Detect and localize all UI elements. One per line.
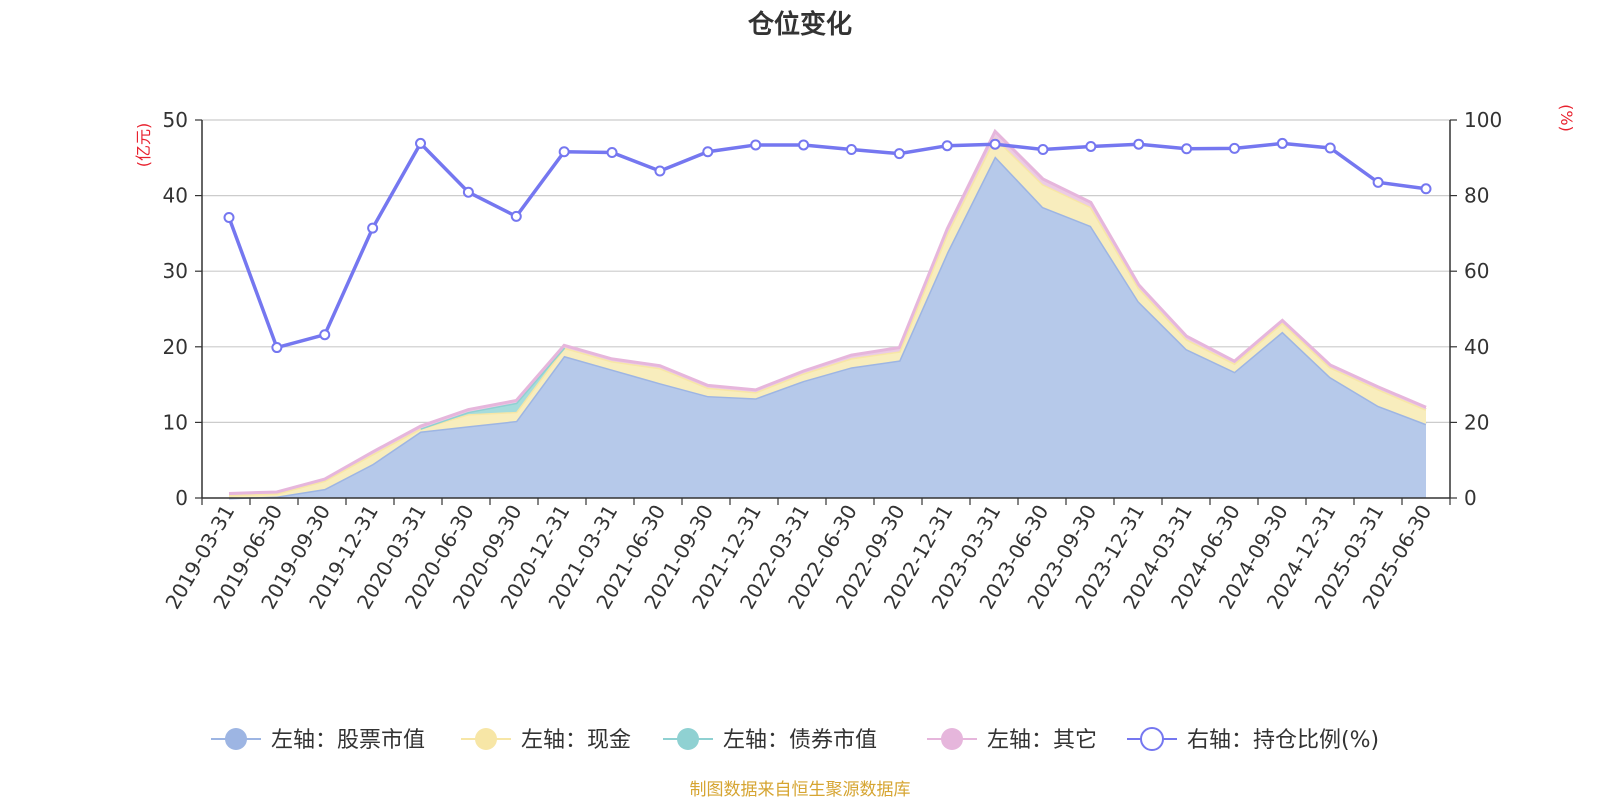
legend-marker bbox=[475, 728, 497, 750]
ratio-point bbox=[893, 148, 905, 160]
area-line-3 bbox=[228, 128, 1427, 495]
ratio-point bbox=[223, 212, 235, 224]
ratio-point bbox=[1228, 142, 1240, 154]
legend-item[interactable]: 左轴：股票市值 bbox=[211, 728, 425, 753]
ratio-point bbox=[1085, 140, 1097, 152]
ratio-point bbox=[1324, 142, 1336, 154]
stacked-areas bbox=[228, 128, 1427, 500]
ratio-point bbox=[415, 137, 427, 149]
legend-label: 左轴：债券市值 bbox=[723, 728, 877, 753]
legend-label: 左轴：股票市值 bbox=[271, 728, 425, 753]
ratio-point bbox=[367, 222, 379, 234]
left-tick-label: 40 bbox=[163, 184, 188, 208]
right-tick-label: 0 bbox=[1464, 486, 1477, 510]
ratio-point bbox=[941, 140, 953, 152]
legend-marker bbox=[941, 728, 963, 750]
legend-item[interactable]: 左轴：现金 bbox=[461, 728, 631, 753]
source-note: 制图数据来自恒生聚源数据库 bbox=[690, 780, 911, 800]
legend-label: 右轴：持仓比例(%) bbox=[1187, 728, 1379, 753]
ratio-point bbox=[319, 329, 331, 341]
ratio-point bbox=[845, 143, 857, 155]
left-axis-unit: (亿元) bbox=[134, 123, 153, 168]
legend-marker bbox=[225, 728, 247, 750]
left-tick-label: 0 bbox=[175, 486, 188, 510]
legend[interactable]: 左轴：股票市值 左轴：现金 左轴：债券市值 左轴：其它 右轴：持仓比例(%) bbox=[211, 727, 1379, 753]
right-tick-label: 20 bbox=[1464, 410, 1489, 434]
ratio-line bbox=[223, 137, 1432, 354]
ratio-point bbox=[1276, 137, 1288, 149]
legend-item[interactable]: 左轴：债券市值 bbox=[663, 728, 877, 753]
left-tick-label: 50 bbox=[163, 108, 188, 132]
ratio-point bbox=[510, 210, 522, 222]
ratio-point bbox=[1133, 138, 1145, 150]
legend-item[interactable]: 左轴：其它 bbox=[927, 728, 1097, 753]
ratio-point bbox=[1420, 183, 1432, 195]
legend-item[interactable]: 右轴：持仓比例(%) bbox=[1127, 727, 1379, 753]
left-tick-label: 10 bbox=[163, 410, 188, 434]
left-tick-label: 20 bbox=[163, 335, 188, 359]
right-axis-unit: (%) bbox=[1557, 104, 1576, 132]
legend-label: 左轴：其它 bbox=[987, 728, 1097, 753]
ratio-point bbox=[654, 165, 666, 177]
left-tick-label: 30 bbox=[163, 259, 188, 283]
ratio-point bbox=[271, 342, 283, 354]
legend-label: 左轴：现金 bbox=[521, 728, 631, 753]
ratio-point bbox=[1037, 143, 1049, 155]
ratio-point bbox=[702, 146, 714, 158]
ratio-point bbox=[989, 138, 1001, 150]
ratio-point bbox=[1372, 176, 1384, 188]
ratio-line-path bbox=[227, 140, 1427, 350]
legend-marker bbox=[677, 728, 699, 750]
ratio-point bbox=[462, 186, 474, 198]
ratio-point bbox=[1181, 143, 1193, 155]
ratio-point bbox=[606, 147, 618, 159]
legend-marker bbox=[1140, 727, 1164, 751]
area-0 bbox=[229, 156, 1426, 498]
chart-title: 仓位变化 bbox=[747, 9, 852, 40]
right-tick-label: 100 bbox=[1464, 108, 1502, 132]
ratio-point bbox=[798, 139, 810, 151]
right-tick-label: 60 bbox=[1464, 259, 1489, 283]
ratio-point bbox=[750, 139, 762, 151]
right-tick-label: 80 bbox=[1464, 184, 1489, 208]
ratio-point bbox=[558, 146, 570, 158]
right-tick-label: 40 bbox=[1464, 335, 1489, 359]
